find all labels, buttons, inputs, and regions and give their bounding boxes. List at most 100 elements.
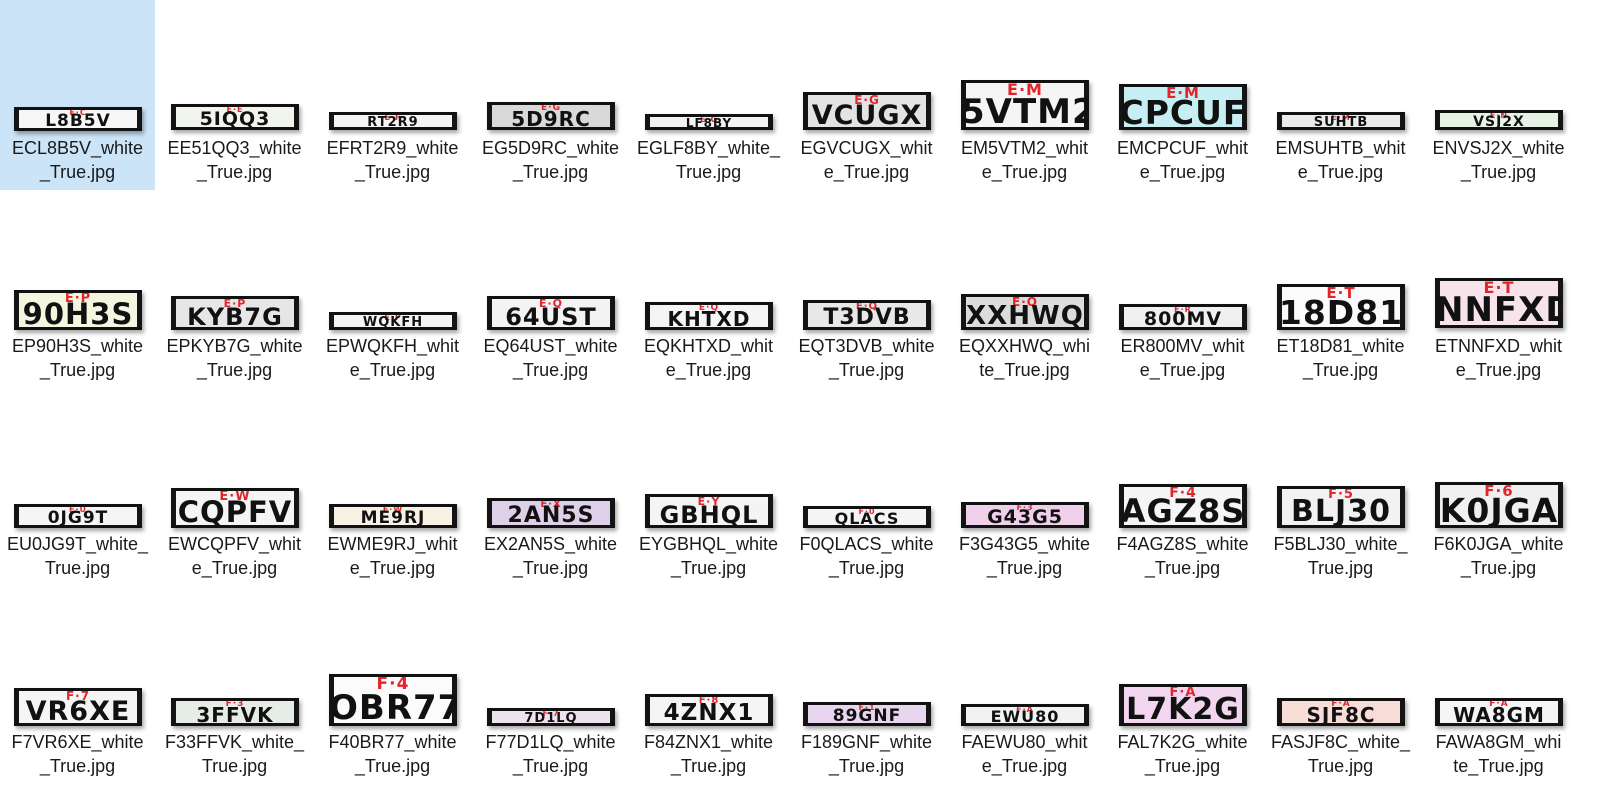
file-name-label: EG5D9RC_white _True.jpg	[473, 136, 628, 184]
file-item[interactable]: E·P WQKFH EPWQKFH_whit e_True.jpg	[315, 198, 470, 388]
file-item[interactable]: E·F RT2R9 EFRT2R9_white _True.jpg	[315, 0, 470, 190]
thumbnail: E·C L8B5V	[0, 0, 155, 132]
file-name-label: EM5VTM2_whit e_True.jpg	[947, 136, 1102, 184]
plate-region-code: F·1	[858, 703, 876, 712]
plate-number: RT2R9	[367, 115, 419, 130]
file-item[interactable]: F·5 BLJ30 F5BLJ30_white_ True.jpg	[1263, 396, 1418, 586]
license-plate-image: F·3 G43G5	[961, 502, 1089, 528]
file-item[interactable]: E·Q XXHWQ EQXXHWQ_whi te_True.jpg	[947, 198, 1102, 388]
file-item[interactable]: F·A EWU80 FAEWU80_whit e_True.jpg	[947, 594, 1102, 784]
file-name-line: True.jpg	[1307, 756, 1374, 776]
file-item[interactable]: E·W CQPFV EWCQPFV_whit e_True.jpg	[157, 396, 312, 586]
plate-region-code: F·4	[376, 674, 410, 694]
thumbnail: F·7 7D1LQ	[473, 594, 628, 726]
file-name-line: FAEWU80_whit	[961, 732, 1088, 752]
file-item[interactable]: F·7 7D1LQ F77D1LQ_white _True.jpg	[473, 594, 628, 784]
file-item[interactable]: F·7 VR6XE F7VR6XE_white _True.jpg	[0, 594, 155, 784]
file-name-line: _True.jpg	[670, 558, 747, 578]
file-item[interactable]: E·Q KHTXD EQKHTXD_whit e_True.jpg	[631, 198, 786, 388]
file-item[interactable]: F·0 QLACS F0QLACS_white _True.jpg	[789, 396, 944, 586]
thumbnail: F·4 AGZ8S	[1105, 396, 1260, 528]
thumbnail: F·5 BLJ30	[1263, 396, 1418, 528]
file-item[interactable]: E·M 5VTM2 EM5VTM2_whit e_True.jpg	[947, 0, 1102, 190]
plate-edge	[645, 305, 650, 327]
file-item[interactable]: E·W ME9RJ EWME9RJ_whit e_True.jpg	[315, 396, 470, 586]
file-item[interactable]: E·C L8B5V ECL8B5V_white _True.jpg	[0, 0, 155, 190]
file-name-line: EU0JG9T_white_	[6, 534, 149, 554]
license-plate-image: E·Q KHTXD	[645, 302, 773, 330]
license-plate-image: E·T NNFXD	[1435, 278, 1563, 328]
file-name-label: F3G43G5_white _True.jpg	[947, 532, 1102, 580]
file-item[interactable]: E·G VCUGX EGVCUGX_whit e_True.jpg	[789, 0, 944, 190]
file-item[interactable]: F·6 K0JGA F6K0JGA_white _True.jpg	[1421, 396, 1576, 586]
file-name-line: ENVSJ2X_white	[1432, 138, 1565, 158]
file-item[interactable]: F·4 AGZ8S F4AGZ8S_white _True.jpg	[1105, 396, 1260, 586]
file-name-line: e_True.jpg	[1139, 360, 1226, 380]
thumbnail: E·Q XXHWQ	[947, 198, 1102, 330]
license-plate-image: E·Y GBHQL	[645, 494, 773, 528]
file-item[interactable]: E·T 18D81 ET18D81_white _True.jpg	[1263, 198, 1418, 388]
file-name-line: F5BLJ30_white_	[1273, 534, 1408, 554]
file-item[interactable]: E·M CPCUF EMCPCUF_whit e_True.jpg	[1105, 0, 1260, 190]
file-name-line: e_True.jpg	[1455, 360, 1542, 380]
file-item[interactable]: E·U 0JG9T EU0JG9T_white_ True.jpg	[0, 396, 155, 586]
plate-edge	[1558, 701, 1563, 723]
file-item[interactable]: E·N VSJ2X ENVSJ2X_white _True.jpg	[1421, 0, 1576, 190]
thumbnail: F·0 QLACS	[789, 396, 944, 528]
plate-number: 0JG9T	[47, 508, 109, 528]
file-item[interactable]: E·P KYB7G EPKYB7G_white _True.jpg	[157, 198, 312, 388]
file-item[interactable]: E·Q T3DVB EQT3DVB_white _True.jpg	[789, 198, 944, 388]
plate-number: 64UST	[505, 303, 597, 330]
file-item[interactable]: F·A SJF8C FASJF8C_white_ True.jpg	[1263, 594, 1418, 784]
license-plate-image: E·G 5D9RC	[487, 102, 615, 130]
file-name-label: F6K0JGA_white _True.jpg	[1421, 532, 1576, 580]
file-item[interactable]: E·G LF8BY EGLF8BY_white_ True.jpg	[631, 0, 786, 190]
file-item[interactable]: E·Q 64UST EQ64UST_white _True.jpg	[473, 198, 628, 388]
thumbnail: E·G VCUGX	[789, 0, 944, 132]
file-name-line: _True.jpg	[1302, 360, 1379, 380]
file-item[interactable]: F·3 3FFVK F33FFVK_white_ True.jpg	[157, 594, 312, 784]
plate-region-code: E·P	[223, 297, 247, 310]
thumbnail: E·M SUHTB	[1263, 0, 1418, 132]
plate-edge	[1400, 701, 1405, 723]
plate-region-code: E·R	[1174, 305, 1192, 314]
plate-number: AGZ8S	[1120, 492, 1246, 528]
file-item[interactable]: E·T NNFXD ETNNFXD_whit e_True.jpg	[1421, 198, 1576, 388]
file-item[interactable]: F·4 OBR77 F40BR77_white _True.jpg	[315, 594, 470, 784]
plate-region-code: E·T	[1326, 284, 1356, 302]
plate-region-code: E·F	[384, 113, 402, 122]
plate-edge	[1435, 281, 1440, 325]
thumbnail: F·8 4ZNX1	[631, 594, 786, 726]
file-name-line: _True.jpg	[828, 558, 905, 578]
file-item[interactable]: F·A WA8GM FAWA8GM_whi te_True.jpg	[1421, 594, 1576, 784]
plate-edge	[452, 677, 457, 723]
license-plate-image: F·4 AGZ8S	[1119, 484, 1247, 528]
file-name-line: EM5VTM2_whit	[960, 138, 1089, 158]
file-name-line: EPWQKFH_whit	[325, 336, 460, 356]
thumbnail: E·M 5VTM2	[947, 0, 1102, 132]
file-item[interactable]: F·8 4ZNX1 F84ZNX1_white _True.jpg	[631, 594, 786, 784]
file-item[interactable]: F·A L7K2G FAL7K2G_white _True.jpg	[1105, 594, 1260, 784]
file-item[interactable]: E·X 2AN5S EX2AN5S_white _True.jpg	[473, 396, 628, 586]
plate-edge	[329, 507, 334, 525]
file-name-label: EE51QQ3_white _True.jpg	[157, 136, 312, 184]
file-item[interactable]: E·G 5D9RC EG5D9RC_white _True.jpg	[473, 0, 628, 190]
file-name-line: EGVCUGX_whit	[800, 138, 933, 158]
thumbnail: E·U 0JG9T	[0, 396, 155, 528]
file-item[interactable]: E·M SUHTB EMSUHTB_whit e_True.jpg	[1263, 0, 1418, 190]
file-item[interactable]: E·E 5IQQ3 EE51QQ3_white _True.jpg	[157, 0, 312, 190]
plate-number: OBR77	[329, 688, 457, 726]
file-name-line: True.jpg	[44, 558, 111, 578]
file-item[interactable]: E·R 800MV ER800MV_whit e_True.jpg	[1105, 198, 1260, 388]
license-plate-image: E·P KYB7G	[171, 296, 299, 330]
plate-region-code: E·G	[854, 93, 880, 107]
thumbnail: F·7 VR6XE	[0, 594, 155, 726]
plate-edge	[926, 509, 931, 525]
file-name-line: ETNNFXD_whit	[1434, 336, 1563, 356]
thumbnail: E·W CQPFV	[157, 396, 312, 528]
file-item[interactable]: F·1 89GNF F189GNF_white _True.jpg	[789, 594, 944, 784]
file-name-label: F40BR77_white _True.jpg	[315, 730, 470, 778]
file-item[interactable]: E·P 90H3S EP90H3S_white _True.jpg	[0, 198, 155, 388]
file-item[interactable]: E·Y GBHQL EYGBHQL_white _True.jpg	[631, 396, 786, 586]
file-item[interactable]: F·3 G43G5 F3G43G5_white _True.jpg	[947, 396, 1102, 586]
